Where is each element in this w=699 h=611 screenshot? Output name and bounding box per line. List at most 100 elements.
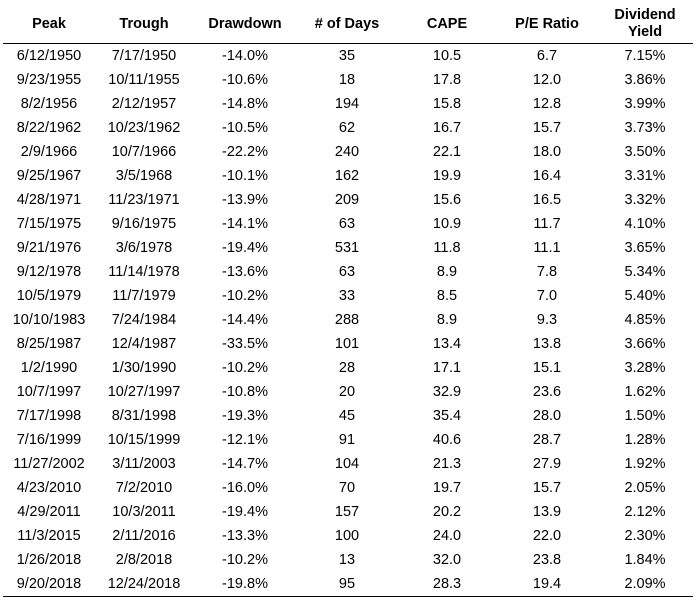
cell-drawdown: -14.1% (222, 216, 268, 232)
cell-dividend-yield: 5.40% (624, 288, 666, 304)
cell-dividend-yield: 3.66% (624, 336, 666, 352)
cell-dividend-yield: 3.86% (624, 72, 666, 88)
cell-trough: 7/17/1950 (111, 48, 177, 64)
cell-days: 28 (338, 360, 356, 376)
cell-drawdown: -10.5% (222, 120, 268, 136)
cell-peak: 10/10/1983 (12, 312, 86, 328)
cell-dividend-yield: 2.05% (624, 480, 666, 496)
cell-cape: 8.9 (436, 264, 458, 280)
header-drawdown: Drawdown (193, 5, 297, 44)
cell-cape: 22.1 (432, 144, 462, 160)
cell-peak: 10/7/1997 (16, 384, 82, 400)
table-row: 9/23/1955 10/11/1955 -10.6% 18 17.8 12.0 3.86% (3, 68, 693, 92)
cell-pe-ratio: 15.7 (532, 120, 562, 136)
cell-cape: 16.7 (432, 120, 462, 136)
cell-peak: 4/28/1971 (16, 192, 82, 208)
cell-days: 35 (338, 48, 356, 64)
cell-peak: 8/22/1962 (16, 120, 82, 136)
cell-peak: 2/9/1966 (20, 144, 78, 160)
cell-trough: 11/7/1979 (112, 288, 176, 304)
cell-days: 91 (338, 432, 356, 448)
cell-trough: 3/6/1978 (115, 240, 173, 256)
cell-cape: 19.9 (432, 168, 462, 184)
cell-drawdown: -14.0% (222, 48, 268, 64)
cell-cape: 11.8 (433, 240, 461, 256)
cell-dividend-yield: 4.10% (624, 216, 666, 232)
table-row: 10/10/1983 7/24/1984 -14.4% 288 8.9 9.3 4.85% (3, 308, 693, 332)
cell-peak: 9/12/1978 (16, 264, 82, 280)
cell-trough: 2/11/2016 (112, 528, 176, 544)
table-row: 8/2/1956 2/12/1957 -14.8% 194 15.8 12.8 3.99% (3, 92, 693, 116)
table-row: 8/22/1962 10/23/1962 -10.5% 62 16.7 15.7 3.73% (3, 116, 693, 140)
cell-drawdown: -13.6% (222, 264, 268, 280)
header-row: Peak Trough Drawdown # of Days CAPE P/E … (3, 5, 693, 44)
table-row: 7/17/1998 8/31/1998 -19.3% 45 35.4 28.0 1.50% (3, 404, 693, 428)
cell-pe-ratio: 28.7 (532, 432, 562, 448)
cell-drawdown: -10.2% (222, 552, 268, 568)
cell-trough: 3/11/2003 (112, 456, 176, 472)
cell-drawdown: -19.3% (222, 408, 268, 424)
cell-cape: 10.5 (432, 48, 462, 64)
cell-peak: 7/17/1998 (16, 408, 82, 424)
cell-drawdown: -33.5% (222, 336, 268, 352)
cell-dividend-yield: 1.92% (624, 456, 666, 472)
cell-days: 70 (338, 480, 356, 496)
cell-peak: 11/3/2015 (17, 528, 81, 544)
cell-trough: 10/23/1962 (107, 120, 181, 136)
cell-drawdown: -19.8% (193, 572, 297, 597)
cell-drawdown: -14.7% (222, 456, 268, 472)
cell-pe-ratio: 11.1 (533, 240, 561, 256)
table-row: 11/27/2002 3/11/2003 -14.7% 104 21.3 27.9 1.92… (3, 452, 693, 476)
header-days: # of Days (297, 5, 397, 44)
cell-peak: 1/26/2018 (16, 552, 82, 568)
cell-trough: 10/3/2011 (112, 504, 176, 520)
cell-drawdown: -16.0% (222, 480, 268, 496)
table-body: 6/12/1950 7/17/1950 -14.0% 35 10.5 6.7 7.15% 9/… (3, 44, 693, 597)
cell-days: 45 (338, 408, 356, 424)
cell-trough: 12/4/1987 (111, 336, 177, 352)
cell-dividend-yield: 1.50% (624, 408, 666, 424)
cell-pe-ratio: 11.7 (533, 216, 561, 232)
header-pe-ratio: P/E Ratio (497, 5, 597, 44)
cell-cape: 24.0 (432, 528, 462, 544)
cell-drawdown: -13.3% (222, 528, 268, 544)
cell-days: 104 (334, 456, 360, 472)
table-row: 10/5/1979 11/7/1979 -10.2% 33 8.5 7.0 5.40% (3, 284, 693, 308)
cell-pe-ratio: 16.5 (532, 192, 562, 208)
cell-dividend-yield: 1.84% (624, 552, 666, 568)
cell-dividend-yield: 3.73% (624, 120, 666, 136)
cell-peak: 9/20/2018 (3, 572, 95, 597)
table-row: 2/9/1966 10/7/1966 -22.2% 240 22.1 18.0 3.50% (3, 140, 693, 164)
cell-peak: 7/16/1999 (16, 432, 82, 448)
cell-peak: 8/25/1987 (16, 336, 82, 352)
cell-dividend-yield: 3.31% (624, 168, 666, 184)
cell-days: 288 (334, 312, 360, 328)
cell-cape: 21.3 (432, 456, 462, 472)
drawdown-table: Peak Trough Drawdown # of Days CAPE P/E … (3, 5, 693, 597)
cell-days: 62 (338, 120, 356, 136)
cell-trough: 10/7/1966 (111, 144, 177, 160)
cell-pe-ratio: 19.4 (497, 572, 597, 597)
cell-pe-ratio: 22.0 (532, 528, 562, 544)
cell-trough: 1/30/1990 (111, 360, 177, 376)
table-row: 1/26/2018 2/8/2018 -10.2% 13 32.0 23.8 1.84% (3, 548, 693, 572)
cell-dividend-yield: 2.12% (624, 504, 666, 520)
cell-dividend-yield: 3.32% (624, 192, 666, 208)
cell-pe-ratio: 15.7 (532, 480, 562, 496)
cell-dividend-yield: 3.50% (624, 144, 666, 160)
cell-peak: 4/29/2011 (17, 504, 81, 520)
cell-pe-ratio: 27.9 (532, 456, 562, 472)
cell-pe-ratio: 28.0 (532, 408, 562, 424)
cell-cape: 40.6 (432, 432, 462, 448)
cell-trough: 10/27/1997 (107, 384, 181, 400)
cell-cape: 10.9 (432, 216, 462, 232)
cell-drawdown: -10.2% (222, 288, 268, 304)
cell-trough: 7/24/1984 (111, 312, 177, 328)
cell-days: 18 (338, 72, 356, 88)
cell-pe-ratio: 23.6 (532, 384, 562, 400)
cell-cape: 32.0 (432, 552, 462, 568)
cell-trough: 11/14/1978 (108, 264, 180, 280)
table-row: 1/2/1990 1/30/1990 -10.2% 28 17.1 15.1 3.28% (3, 356, 693, 380)
cell-pe-ratio: 9.3 (536, 312, 558, 328)
cell-dividend-yield: 3.65% (624, 240, 666, 256)
